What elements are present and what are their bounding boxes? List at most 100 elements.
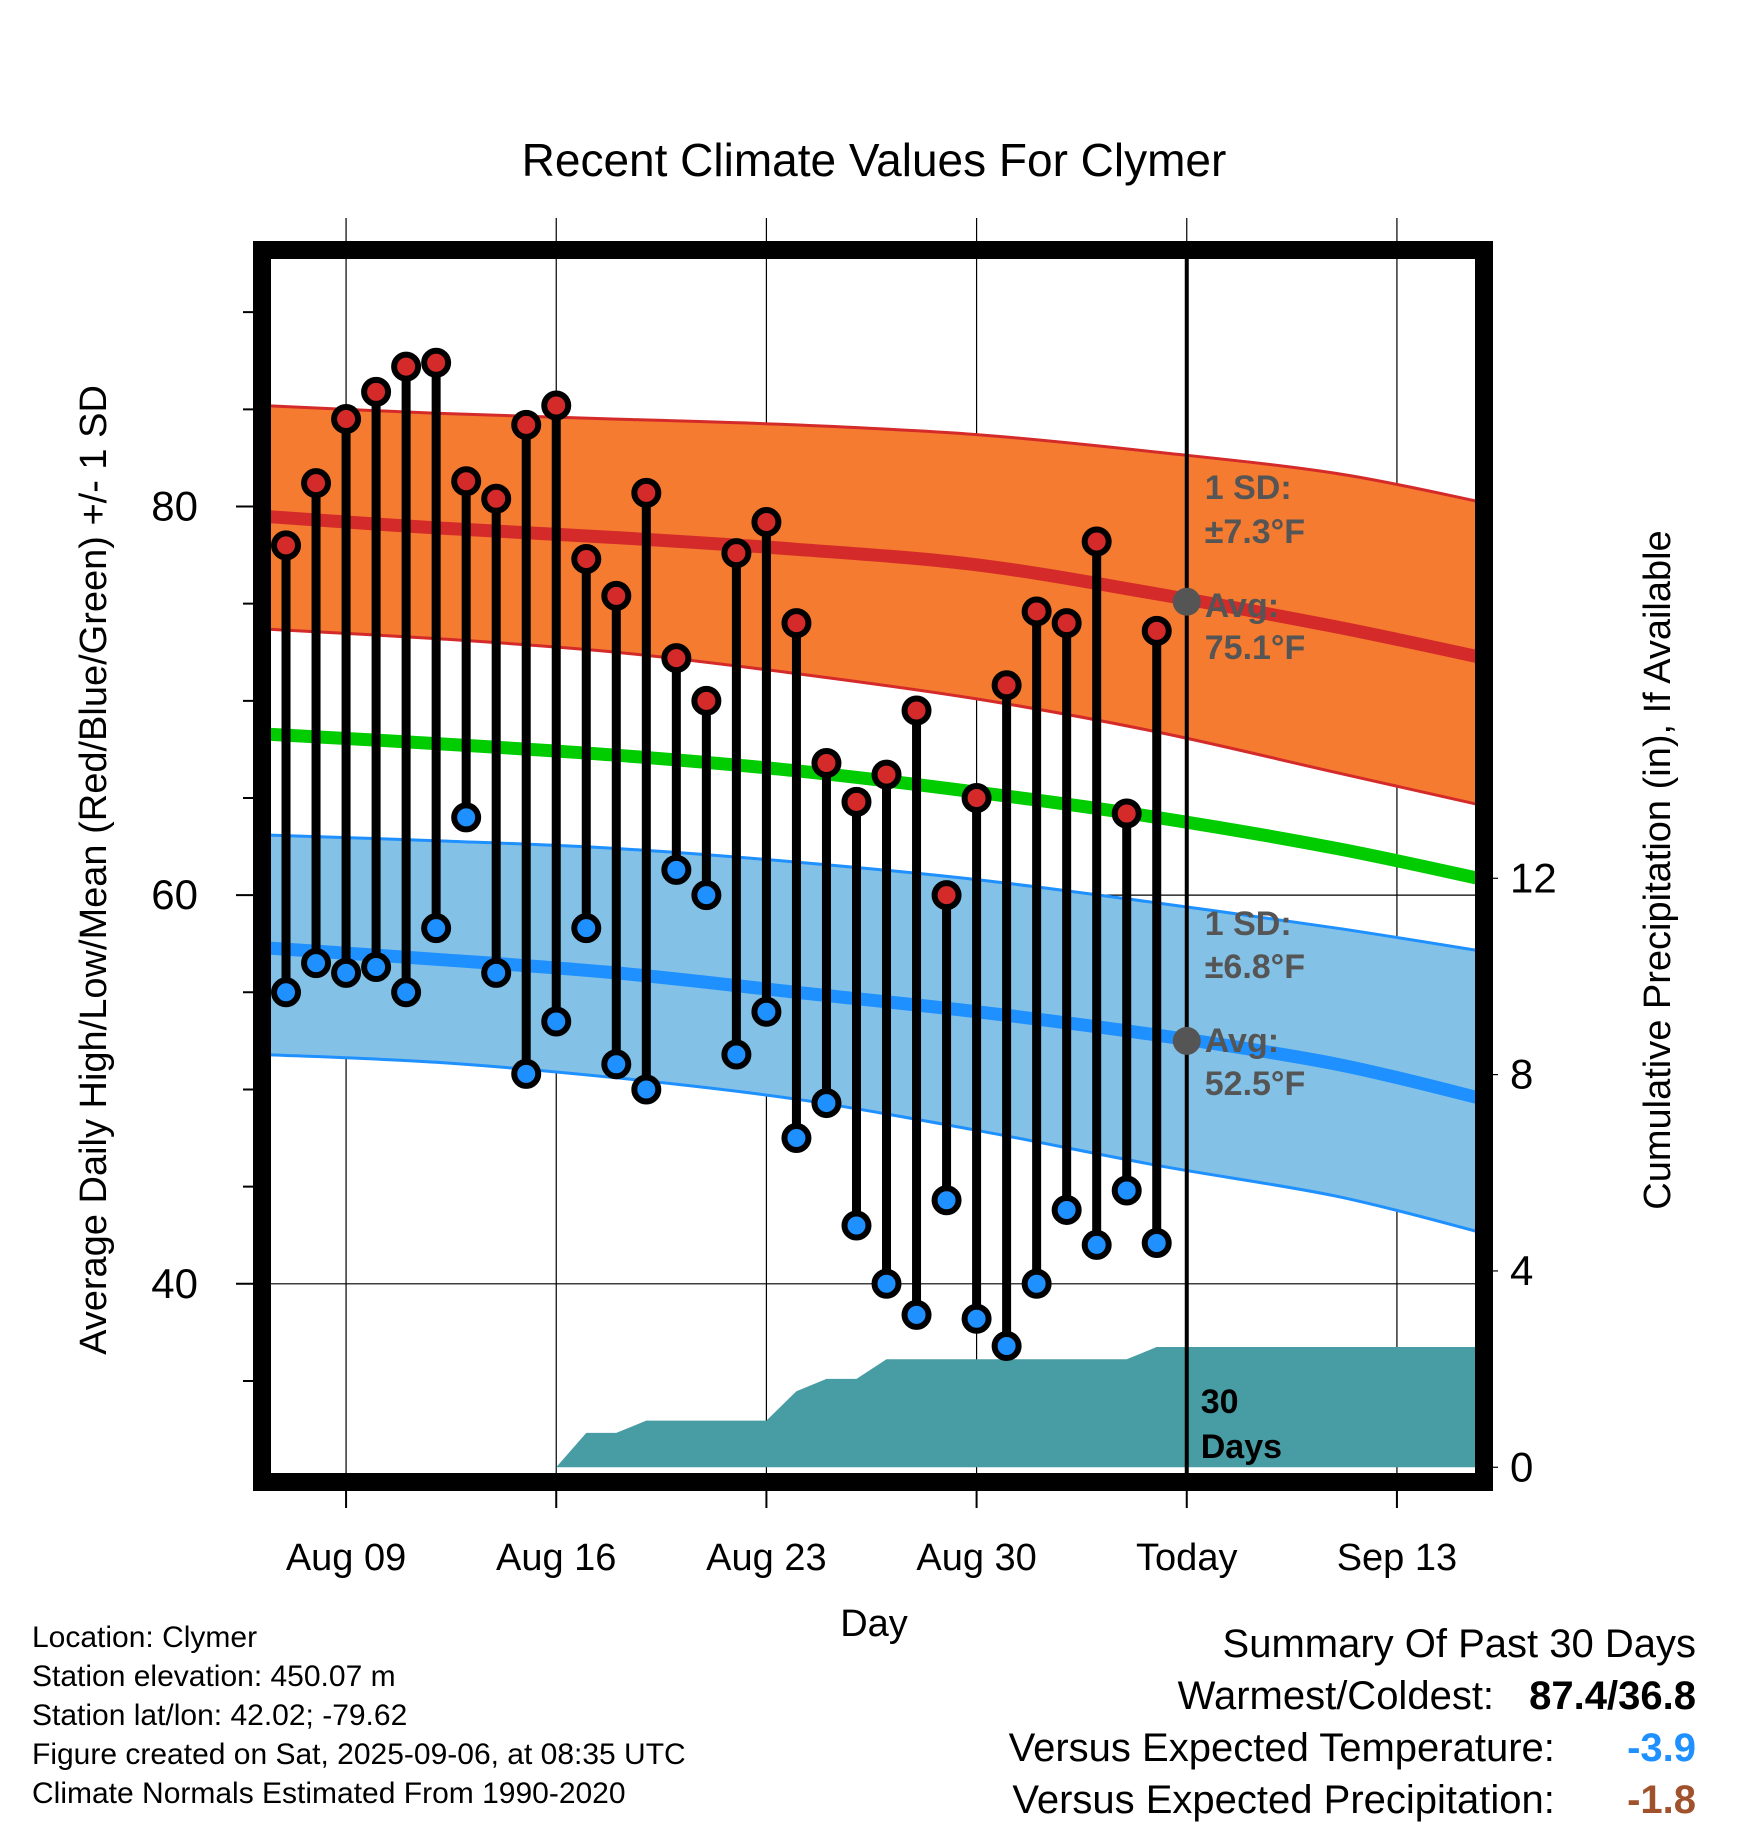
daily-low-point [541,1006,572,1037]
daily-low-point [481,957,512,988]
x-tick-label: Today [1136,1537,1237,1579]
axes: Aug 09 Aug 16 Aug 23 Aug 30 Today Sep 1340608… [151,241,1557,1579]
normal-low-sd-band [262,834,1484,1234]
y2-tick-label: 0 [1510,1443,1533,1490]
daily-high-point [601,580,632,611]
daily-low-point [421,913,452,944]
daily-high-point [271,530,302,561]
today-normal-high-marker [1172,587,1201,616]
daily-high-point [811,748,842,779]
daily-high-point [1141,615,1172,646]
daily-high-point [481,483,512,514]
y2-tick-label: 8 [1510,1051,1533,1098]
daily-low-point [271,977,302,1008]
low-avg-label: Avg: [1205,1022,1279,1060]
daily-low-point [901,1299,932,1330]
daily-low-point [631,1074,662,1105]
daily-low-point [1111,1175,1142,1206]
daily-high-point [841,786,872,817]
daily-high-point [931,880,962,911]
x-tick-label: Aug 30 [916,1537,1036,1579]
elevation-text: Station elevation: 450.07 m [32,1660,396,1693]
daily-low-point [871,1268,902,1299]
daily-low-point [451,802,482,833]
precip-label: Versus Expected Precipitation: [1012,1778,1555,1822]
daily-high-point [901,695,932,726]
daily-low-point [781,1123,812,1154]
chart-title: Recent Climate Values For Clymer [522,134,1227,186]
temp-value: -3.9 [1627,1726,1696,1770]
normals-text: Climate Normals Estimated From 1990-2020 [32,1777,626,1810]
normal-high-line [261,509,1486,665]
y-axis-label: Average Daily High/Low/Mean (Red/Blue/Gr… [73,385,115,1355]
high-sd-label: 1 SD: [1205,469,1292,507]
window-label-days: Days [1201,1428,1282,1466]
temp-label: Versus Expected Temperature: [1008,1726,1555,1770]
daily-low-point [331,957,362,988]
daily-high-point [451,466,482,497]
location-text: Location: Clymer [32,1621,258,1654]
daily-high-point [721,538,752,569]
daily-high-point [631,477,662,508]
high-sd-value: ±7.3°F [1205,513,1305,551]
daily-high-point [661,643,692,674]
summary-title: Summary Of Past 30 Days [1222,1622,1696,1666]
normal-high-sd-upper-edge [261,404,1485,505]
daily-low-point [1051,1194,1082,1225]
low-avg-value: 52.5°F [1205,1065,1306,1103]
daily-low-point [571,913,602,944]
daily-low-point [811,1088,842,1119]
normal-bands [261,404,1486,1468]
daily-high-point [781,608,812,639]
y2-tick-label: 4 [1510,1247,1533,1294]
normal-low-sd-lower-edge [261,1053,1485,1235]
daily-high-point [991,670,1022,701]
warmest-value: 87.4/36.8 [1529,1674,1696,1718]
normal-high-sd-band [262,405,1484,806]
daily-low-point [391,977,422,1008]
low-sd-value: ±6.8°F [1205,948,1305,986]
y-tick-label: 80 [151,483,198,530]
daily-high-point [961,782,992,813]
plot-frame [253,241,1493,1491]
x-tick-label: Aug 16 [496,1537,616,1579]
daily-high-point [1081,526,1112,557]
daily-low-point [991,1330,1022,1361]
daily-low-point [601,1049,632,1080]
daily-high-point [871,759,902,790]
summary-panel: Summary Of Past 30 Days Warmest/Coldest:… [1009,1618,1696,1826]
precip-area [556,1347,1484,1468]
y-tick-label: 60 [151,871,198,918]
x-axis-label: Day [840,1603,908,1645]
station-info: Location: Clymer Station elevation: 450.… [32,1618,686,1813]
latlon-text: Station lat/lon: 42.02; -79.62 [32,1699,408,1732]
normal-low-line [261,941,1486,1106]
daily-low-point [301,948,332,979]
daily-high-point [391,351,422,382]
daily-low-point [721,1039,752,1070]
daily-low-point [1141,1227,1172,1258]
y-tick-label: 40 [151,1260,198,1307]
daily-high-point [511,409,542,440]
x-tick-label: Aug 23 [706,1537,826,1579]
y2-tick-label: 12 [1510,854,1557,901]
summary-temp-row: Versus Expected Temperature: -3.9 [1009,1722,1696,1774]
daily-low-point [511,1058,542,1089]
daily-range-bars [271,347,1172,1361]
created-text: Figure created on Sat, 2025-09-06, at 08… [32,1738,686,1771]
x-tick-label: Aug 09 [286,1537,406,1579]
daily-high-point [541,390,572,421]
daily-low-point [1081,1229,1112,1260]
daily-high-point [1021,596,1052,627]
daily-high-point [751,507,782,538]
x-tick-label: Sep 13 [1337,1537,1457,1579]
daily-high-point [421,347,452,378]
daily-high-point [1111,798,1142,829]
annotations: 1 SD: ±7.3°F Avg: 75.1°F 1 SD: ±6.8°F Avg: 52.5… [1172,250,1306,1482]
daily-high-point [301,468,332,499]
daily-low-point [1021,1268,1052,1299]
window-label-number: 30 [1201,1383,1239,1421]
normal-low-sd-upper-edge [261,833,1485,953]
y2-axis-label: Cumulative Precipitation (in), If Availa… [1637,530,1679,1209]
